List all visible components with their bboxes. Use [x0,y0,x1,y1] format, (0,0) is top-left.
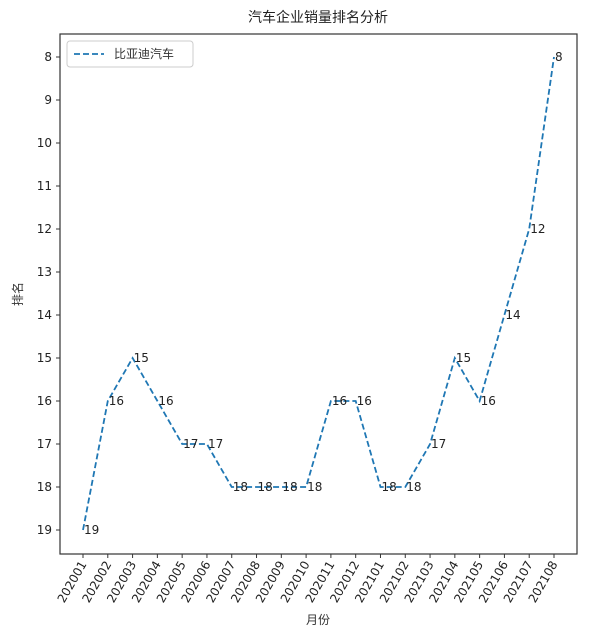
y-tick-label: 15 [37,351,52,365]
data-label: 15 [134,351,149,365]
data-label: 17 [431,437,446,451]
y-tick-label: 10 [37,136,52,150]
data-label: 16 [158,394,173,408]
data-label: 16 [357,394,372,408]
series-line-byd [82,56,555,531]
y-tick-label: 17 [37,437,52,451]
y-tick-label: 9 [44,93,52,107]
data-label: 15 [456,351,471,365]
data-label: 8 [555,50,563,64]
y-axis-label: 排名 [10,282,25,306]
data-label: 12 [530,222,545,236]
y-tick-label: 14 [37,308,52,322]
y-tick-label: 12 [37,222,52,236]
y-tick-label: 18 [37,480,52,494]
y-tick-label: 11 [37,179,52,193]
chart-title: 汽车企业销量排名分析 [248,9,388,26]
data-label: 16 [481,394,496,408]
plot-frame [59,33,578,555]
data-label: 18 [406,480,421,494]
data-label: 19 [84,523,99,537]
legend-label: 比亚迪汽车 [114,46,174,61]
x-axis-label: 月份 [306,613,330,627]
data-label: 18 [258,480,273,494]
y-tick-label: 16 [37,394,52,408]
data-label: 17 [183,437,198,451]
data-label: 14 [505,308,520,322]
y-tick-label: 19 [37,523,52,537]
data-label: 18 [233,480,248,494]
y-tick-label: 8 [44,50,52,64]
y-tick-label: 13 [37,265,52,279]
data-label: 18 [381,480,396,494]
data-label: 18 [307,480,322,494]
data-label: 16 [109,394,124,408]
data-label: 17 [208,437,223,451]
legend-box [66,40,194,68]
data-label: 18 [282,480,297,494]
data-label: 16 [332,394,347,408]
